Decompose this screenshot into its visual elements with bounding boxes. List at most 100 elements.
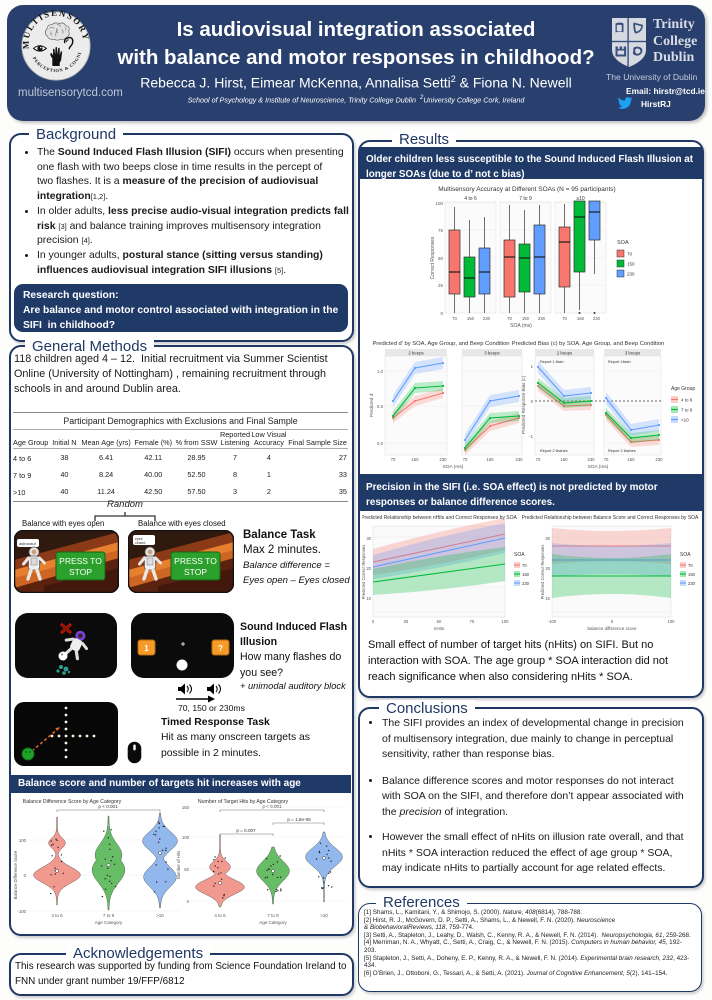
- svg-text:0: 0: [531, 399, 534, 404]
- svg-text:7 to 9: 7 to 9: [681, 408, 693, 413]
- svg-text:70: 70: [391, 457, 396, 462]
- svg-text:230: 230: [688, 581, 696, 586]
- svg-text:SOA (ms): SOA (ms): [588, 464, 609, 470]
- svg-text:nHits: nHits: [434, 626, 445, 631]
- svg-text:7 to 9: 7 to 9: [267, 913, 279, 918]
- svg-text:70: 70: [688, 563, 693, 568]
- svg-text:70: 70: [627, 252, 633, 257]
- svg-text:eyes: eyes: [135, 537, 143, 541]
- svg-text:50: 50: [438, 256, 444, 261]
- svg-text:p = 1.8e-08: p = 1.8e-08: [287, 817, 311, 822]
- svg-text:7 to 9: 7 to 9: [519, 196, 532, 202]
- svg-text:Predicted Bias (c) by SOA, Age: Predicted Bias (c) by SOA, Age Group, an…: [512, 341, 664, 347]
- svg-text:0: 0: [440, 311, 443, 316]
- svg-text:3 beeps: 3 beeps: [484, 351, 499, 356]
- svg-text:Age Category: Age Category: [259, 920, 287, 925]
- svg-text:PRESS TO: PRESS TO: [59, 556, 102, 566]
- svg-text:Predicted d': Predicted d': [369, 393, 374, 417]
- svg-text:1: 1: [144, 644, 149, 653]
- svg-text:100: 100: [435, 201, 443, 206]
- svg-text:150: 150: [411, 457, 419, 462]
- svg-text:Number of Hits: Number of Hits: [176, 851, 181, 880]
- svg-text:Report 1 flash: Report 1 flash: [540, 360, 564, 364]
- svg-text:150: 150: [467, 316, 475, 321]
- svg-text:150: 150: [182, 805, 190, 810]
- svg-text:p = 0.007: p = 0.007: [236, 828, 256, 833]
- svg-text:balance difference score: balance difference score: [588, 626, 637, 631]
- svg-text:0.5: 0.5: [377, 404, 384, 409]
- svg-text:0: 0: [372, 619, 375, 624]
- svg-text:150: 150: [522, 572, 530, 577]
- svg-text:230: 230: [538, 316, 546, 321]
- svg-text:4 to 6: 4 to 6: [681, 398, 693, 403]
- svg-text:70: 70: [522, 563, 527, 568]
- svg-text:230: 230: [627, 272, 635, 277]
- svg-text:SOA: SOA: [514, 552, 525, 558]
- svg-text:4 to 6: 4 to 6: [214, 913, 226, 918]
- svg-text:30: 30: [366, 536, 371, 541]
- svg-text:-100: -100: [548, 619, 557, 624]
- svg-text:100: 100: [182, 835, 190, 840]
- svg-text:1.0: 1.0: [377, 369, 384, 374]
- svg-text:Multisensory Accuracy at Diffe: Multisensory Accuracy at Different SOAs …: [438, 186, 615, 193]
- svg-text:Predicted Correct Responses: Predicted Correct Responses: [540, 545, 545, 600]
- svg-text:>10: >10: [156, 913, 164, 918]
- svg-text:Report 1flash: Report 1flash: [608, 360, 631, 364]
- svg-text:astronaut: astronaut: [19, 541, 37, 546]
- svg-text:Balance Difference Score by Ag: Balance Difference Score by Age Category: [23, 799, 122, 805]
- svg-text:STOP: STOP: [184, 567, 207, 577]
- svg-text:100: 100: [19, 838, 27, 843]
- svg-text:?: ?: [218, 644, 223, 653]
- svg-text:70: 70: [562, 316, 567, 321]
- svg-text:150: 150: [522, 316, 530, 321]
- svg-text:Predicted Response Bias (c): Predicted Response Bias (c): [521, 375, 526, 434]
- svg-text:70: 70: [536, 457, 541, 462]
- svg-text:Predicted d' by SOA, Age Group: Predicted d' by SOA, Age Group, and Beep…: [372, 341, 509, 347]
- svg-text:>10: >10: [320, 913, 328, 918]
- svg-text:0.0: 0.0: [377, 441, 384, 446]
- svg-text:STOP: STOP: [69, 567, 92, 577]
- svg-text:Report 2 flashes: Report 2 flashes: [608, 449, 636, 453]
- svg-text:4 to 6: 4 to 6: [464, 196, 477, 202]
- svg-text:p < 0.001: p < 0.001: [262, 804, 282, 809]
- svg-text:230: 230: [587, 457, 595, 462]
- svg-text:150: 150: [577, 316, 585, 321]
- svg-text:70: 70: [604, 457, 609, 462]
- svg-text:Correct Responses: Correct Responses: [430, 236, 436, 279]
- svg-text:150: 150: [627, 262, 635, 267]
- svg-text:150: 150: [486, 457, 494, 462]
- svg-text:230: 230: [483, 316, 491, 321]
- svg-text:p < 0.001: p < 0.001: [98, 804, 118, 809]
- svg-text:-100: -100: [17, 909, 26, 914]
- svg-text:0: 0: [24, 873, 27, 878]
- svg-text:100: 100: [502, 619, 510, 624]
- svg-text:3 beeps: 3 beeps: [625, 351, 640, 356]
- svg-text:Predicted Relationship between: Predicted Relationship between nHits and…: [362, 515, 517, 521]
- svg-text:SOA (ms): SOA (ms): [443, 464, 464, 470]
- svg-text:1: 1: [531, 364, 534, 369]
- svg-text:70: 70: [507, 316, 512, 321]
- svg-text:Age Group: Age Group: [671, 386, 695, 392]
- svg-text:SOA: SOA: [680, 552, 691, 558]
- svg-text:PRESS TO: PRESS TO: [174, 556, 217, 566]
- svg-text:25: 25: [438, 283, 444, 288]
- svg-text:≥10: ≥10: [576, 196, 585, 202]
- svg-text:75: 75: [470, 619, 475, 624]
- svg-text:SOA: SOA: [617, 240, 629, 246]
- svg-text:230: 230: [593, 316, 601, 321]
- svg-text:Predicted Relationship between: Predicted Relationship between Balance S…: [522, 515, 699, 521]
- svg-text:20: 20: [366, 566, 371, 571]
- svg-text:150: 150: [627, 457, 635, 462]
- svg-text:0: 0: [611, 619, 614, 624]
- svg-text:Balance Difference Score: Balance Difference Score: [13, 850, 18, 899]
- svg-text:150: 150: [688, 572, 696, 577]
- svg-text:50: 50: [437, 619, 442, 624]
- svg-text:30: 30: [545, 536, 550, 541]
- svg-text:7 to 9: 7 to 9: [103, 913, 115, 918]
- svg-text:230: 230: [655, 457, 663, 462]
- svg-text:50: 50: [184, 867, 189, 872]
- svg-text:-1: -1: [529, 434, 533, 439]
- svg-text:10: 10: [366, 596, 371, 601]
- svg-text:>10: >10: [681, 418, 689, 423]
- svg-text:75: 75: [438, 228, 444, 233]
